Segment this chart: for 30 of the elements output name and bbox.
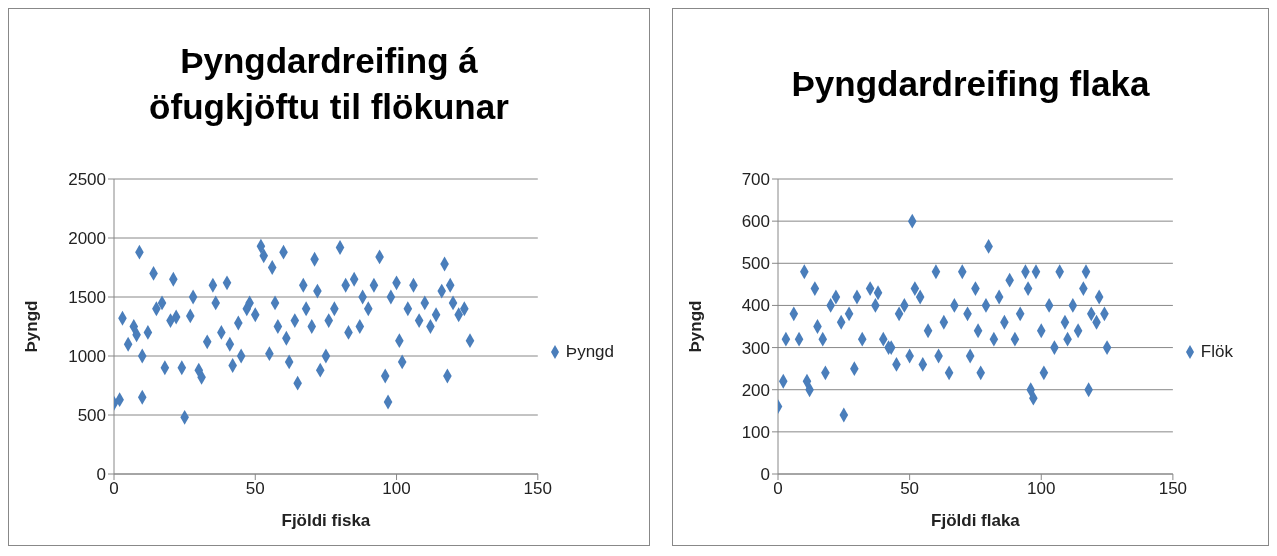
chart-title: Þyngdardreifing flaka	[790, 63, 1151, 105]
x-tick-label: 0	[773, 479, 783, 499]
x-tick-label: 150	[523, 479, 552, 499]
y-tick-label: 1500	[68, 288, 106, 308]
x-tick-label: 50	[245, 479, 265, 499]
x-tick-label: 100	[1026, 479, 1056, 499]
x-tick-label: 0	[109, 479, 119, 499]
x-tick-label: 50	[900, 479, 919, 499]
y-tick-label: 1000	[68, 347, 106, 367]
legend-label: Flök	[1200, 341, 1233, 361]
y-tick-label: 700	[741, 170, 770, 190]
y-tick-label: 0	[760, 465, 770, 485]
y-axis-title: Þyngd	[685, 300, 705, 353]
x-axis-title: Fjöldi flaka	[930, 511, 1021, 530]
y-tick-label: 400	[741, 296, 770, 316]
y-tick-label: 300	[741, 338, 770, 358]
x-axis-title: Fjöldi fiska	[281, 511, 371, 530]
y-tick-label: 100	[741, 422, 770, 442]
y-tick-label: 500	[77, 406, 106, 426]
y-tick-label: 0	[96, 465, 106, 485]
y-tick-label: 2500	[68, 170, 106, 190]
y-axis-title: Þyngd	[22, 300, 42, 353]
y-tick-label: 2000	[68, 229, 106, 249]
legend-label: Þyngd	[565, 341, 614, 361]
x-tick-label: 100	[382, 479, 411, 499]
y-tick-label: 600	[741, 212, 770, 232]
y-tick-label: 200	[741, 380, 770, 400]
x-tick-label: 150	[1158, 479, 1187, 499]
y-tick-label: 500	[741, 254, 770, 274]
chart-title: Þyngdardreifing á öfugkjöftu til flökunar	[148, 40, 510, 128]
